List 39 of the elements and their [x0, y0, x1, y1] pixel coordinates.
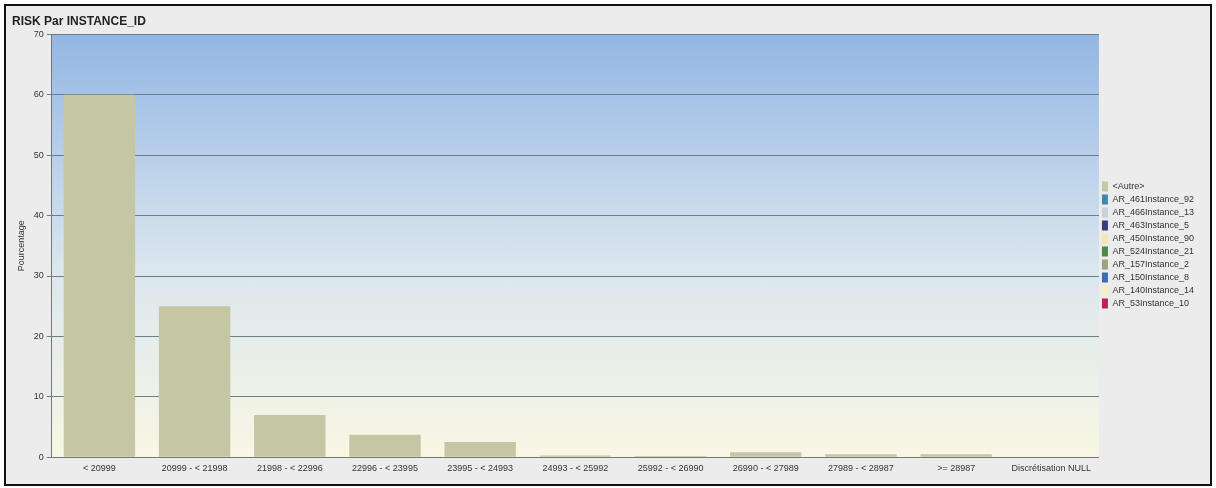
x-tick-label: < 20999: [83, 463, 116, 474]
y-tick-label: 50: [33, 149, 44, 160]
bar: [444, 442, 516, 457]
legend-label: AR_461Instance_92: [1112, 193, 1194, 204]
x-tick-label: 20999 - < 21998: [161, 463, 228, 474]
x-tick-label: >= 28987: [937, 463, 976, 474]
legend-label: <Autre>: [1112, 180, 1145, 191]
y-tick-label: 20: [33, 330, 44, 341]
bar: [730, 452, 802, 457]
x-tick-label: 23995 - < 24993: [447, 463, 514, 474]
y-tick-label: 60: [33, 89, 44, 100]
legend-label: AR_463Instance_5: [1112, 219, 1189, 230]
bar: [63, 94, 136, 457]
y-tick-label: 40: [33, 210, 44, 221]
y-tick-label: 10: [33, 391, 44, 402]
bar: [920, 454, 992, 457]
y-tick-label: 0: [38, 451, 44, 462]
y-tick-label: 70: [33, 28, 44, 39]
legend-label: AR_157Instance_2: [1112, 258, 1189, 269]
legend-label: AR_466Instance_13: [1112, 206, 1194, 217]
legend-label: AR_524Instance_21: [1112, 245, 1194, 256]
x-tick-label: 21998 - < 22996: [256, 463, 323, 474]
legend-label: AR_140Instance_14: [1112, 284, 1194, 295]
legend-label: AR_450Instance_90: [1112, 232, 1194, 243]
chart-title: RISK Par INSTANCE_ID: [12, 13, 147, 28]
bar: [825, 454, 897, 457]
legend-label: AR_53Instance_10: [1112, 297, 1189, 308]
bar: [158, 306, 231, 457]
bar: [349, 434, 421, 457]
bar: [254, 414, 326, 457]
y-axis-title: Pourcentage: [15, 220, 26, 272]
x-tick-label: 22996 - < 23995: [352, 463, 418, 474]
x-tick-label: 24993 - < 25992: [542, 463, 609, 474]
legend-label: AR_150Instance_8: [1112, 271, 1189, 282]
x-tick-label: 26990 - < 27989: [732, 463, 799, 474]
y-tick-label: 30: [33, 270, 44, 281]
x-tick-label: Discrétisation NULL: [1011, 463, 1092, 474]
x-tick-label: 25992 - < 26990: [637, 463, 704, 474]
x-tick-label: 27989 - < 28987: [828, 463, 894, 474]
